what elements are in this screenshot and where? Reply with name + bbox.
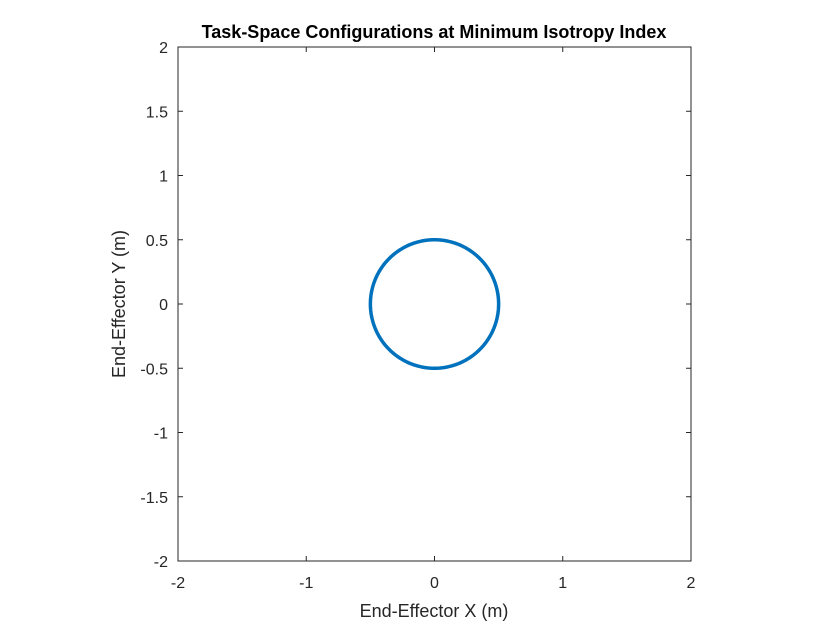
y-tick-label: 1.5 (146, 104, 168, 121)
y-axis-label: End-Effector Y (m) (109, 230, 129, 378)
y-tick-label: 0.5 (146, 233, 168, 250)
y-tick-label: -2 (154, 554, 168, 571)
y-tick-label: 0 (159, 297, 168, 314)
plot-area (177, 46, 692, 562)
x-tick-labels: -2 -1 0 1 2 (171, 575, 696, 592)
x-tick-label: 1 (558, 575, 567, 592)
x-tick-label: 0 (430, 575, 439, 592)
data-series (368, 237, 501, 371)
x-tick-label: -2 (171, 575, 185, 592)
x-tick-label: 2 (687, 575, 696, 592)
y-tick-label: -1 (154, 426, 168, 443)
series-line-circle (368, 237, 501, 371)
axis-ticks (177, 46, 692, 562)
y-tick-label: 1 (159, 169, 168, 186)
chart-title: Task-Space Configurations at Minimum Iso… (202, 22, 667, 42)
y-tick-label: -0.5 (140, 361, 168, 378)
y-tick-labels: -2 -1.5 -1 -0.5 0 0.5 1 1.5 2 (140, 40, 168, 571)
x-axis-label: End-Effector X (m) (360, 601, 509, 621)
x-tick-label: -1 (299, 575, 313, 592)
y-tick-label: -1.5 (140, 490, 168, 507)
y-tick-label: 2 (159, 40, 168, 57)
